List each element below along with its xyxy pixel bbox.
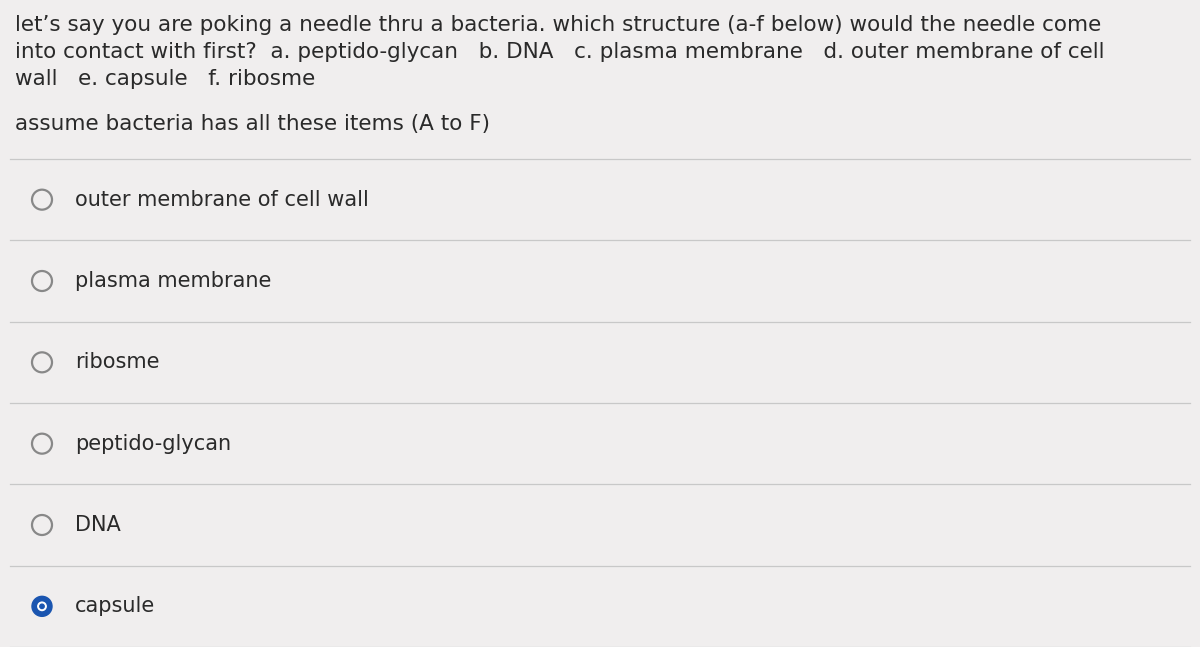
- Text: let’s say you are poking a needle thru a bacteria. which structure (a-f below) w: let’s say you are poking a needle thru a…: [14, 15, 1102, 35]
- Circle shape: [32, 190, 52, 210]
- Circle shape: [32, 353, 52, 372]
- Circle shape: [32, 597, 52, 617]
- Text: ribosme: ribosme: [74, 353, 160, 372]
- Text: DNA: DNA: [74, 515, 121, 535]
- Text: peptido-glycan: peptido-glycan: [74, 433, 232, 454]
- Circle shape: [32, 271, 52, 291]
- Text: capsule: capsule: [74, 597, 155, 617]
- Circle shape: [38, 602, 47, 611]
- Circle shape: [32, 515, 52, 535]
- Text: plasma membrane: plasma membrane: [74, 271, 271, 291]
- Circle shape: [32, 433, 52, 454]
- Text: outer membrane of cell wall: outer membrane of cell wall: [74, 190, 368, 210]
- Text: wall   e. capsule   f. ribosme: wall e. capsule f. ribosme: [14, 69, 316, 89]
- Text: into contact with first?  a. peptido-glycan   b. DNA   c. plasma membrane   d. o: into contact with first? a. peptido-glyc…: [14, 42, 1104, 62]
- Circle shape: [40, 604, 44, 609]
- Text: assume bacteria has all these items (A to F): assume bacteria has all these items (A t…: [14, 114, 490, 134]
